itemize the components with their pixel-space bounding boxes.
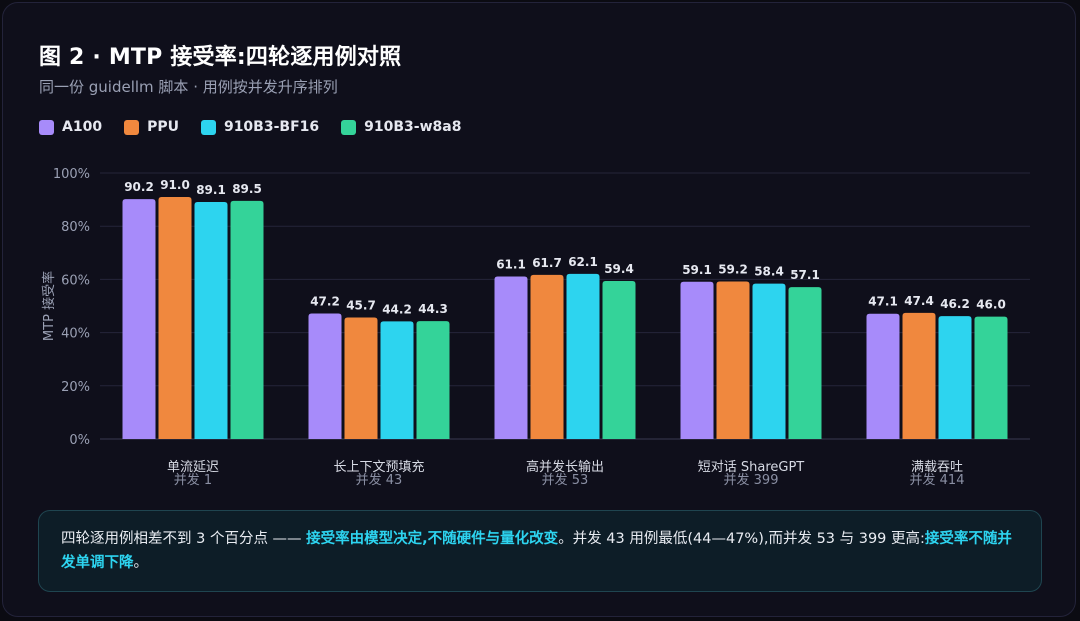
data-label: 89.1 xyxy=(196,183,226,197)
legend-swatch xyxy=(200,119,216,135)
x-category-label: 长上下文预填充 xyxy=(333,459,424,475)
bar-ppu xyxy=(716,281,750,439)
note-text: 四轮逐用例相差不到 3 个百分点 —— xyxy=(61,531,307,547)
chart-subtitle: 同一份 guidellm 脚本 · 用例按并发升序排列 xyxy=(39,78,338,96)
bar-ppu xyxy=(344,317,378,439)
x-category-label: 高并发长输出 xyxy=(526,459,604,475)
bar-910b3-w8a8 xyxy=(602,280,636,439)
data-label: 59.4 xyxy=(604,262,634,276)
data-label: 47.2 xyxy=(310,294,340,308)
data-label: 57.1 xyxy=(790,268,820,282)
bar-a100 xyxy=(680,281,714,439)
bar-910b3-w8a8 xyxy=(788,287,822,439)
y-tick-label: 40% xyxy=(61,327,90,342)
data-label: 59.1 xyxy=(682,263,712,277)
y-tick-label: 60% xyxy=(61,273,90,288)
bar-a100 xyxy=(494,276,528,439)
bar-910b3-bf16 xyxy=(938,316,972,439)
x-category-sublabel: 并发 43 xyxy=(356,472,403,488)
x-category-sublabel: 并发 414 xyxy=(910,472,965,488)
bar-a100 xyxy=(122,199,156,439)
x-category-label: 短对话 ShareGPT xyxy=(698,460,805,475)
data-label: 45.7 xyxy=(346,298,376,312)
bar-a100 xyxy=(308,313,342,439)
legend-item-910b3-bf16: 910B3-BF16 xyxy=(200,119,320,135)
data-label: 44.3 xyxy=(418,302,448,316)
y-axis-label: MTP 接受率 xyxy=(41,271,57,341)
data-label: 58.4 xyxy=(754,265,784,279)
data-label: 59.2 xyxy=(718,263,748,277)
data-label: 47.4 xyxy=(904,294,934,308)
note-highlight: 接受率不随并发单调下降 xyxy=(61,531,1012,571)
legend-item-ppu: PPU xyxy=(124,119,179,135)
note-text: 。 xyxy=(133,555,149,571)
bar-chart: 0% 20% 40% 60% 80% 100% MTP 接受率 90.2 91.0 89.1 89.… xyxy=(41,167,1030,488)
data-label: 47.1 xyxy=(868,295,898,309)
y-tick-label: 100% xyxy=(53,167,90,182)
bar-910b3-w8a8 xyxy=(230,200,264,439)
data-label: 46.0 xyxy=(976,298,1006,312)
legend-label: PPU xyxy=(147,119,179,135)
data-label: 62.1 xyxy=(568,255,598,269)
legend-label: 910B3-BF16 xyxy=(223,119,320,135)
bar-ppu xyxy=(530,274,564,439)
bar-910b3-bf16 xyxy=(566,273,600,439)
bar-910b3-bf16 xyxy=(752,283,786,439)
x-category-label: 满载吞吐 xyxy=(911,460,963,475)
x-category-sublabel: 并发 53 xyxy=(542,472,589,488)
bar-ppu xyxy=(158,196,192,439)
y-tick-label: 80% xyxy=(61,220,90,235)
insight-note: 四轮逐用例相差不到 3 个百分点 —— 接受率由模型决定,不随硬件与量化改变。并… xyxy=(38,510,1042,592)
data-label: 61.7 xyxy=(532,256,562,270)
x-category-sublabel: 并发 1 xyxy=(174,472,212,488)
bar-910b3-w8a8 xyxy=(974,316,1008,439)
legend-swatch xyxy=(124,119,140,135)
bar-a100 xyxy=(866,313,900,439)
legend-item-910b3-w8a8: 910B3-w8a8 xyxy=(341,119,461,135)
legend-swatch xyxy=(341,119,357,135)
data-label: 91.0 xyxy=(160,178,190,192)
x-category-label: 单流延迟 xyxy=(167,460,219,475)
legend-item-a100: A100 xyxy=(39,119,102,135)
note-text: 。并发 43 用例最低(44—47%),而并发 53 与 399 更高: xyxy=(558,531,925,547)
bar-ppu xyxy=(902,312,936,439)
data-label: 61.1 xyxy=(496,257,526,271)
note-highlight: 接受率由模型决定,不随硬件与量化改变 xyxy=(306,531,559,547)
data-label: 90.2 xyxy=(124,180,154,194)
chart-title: 图 2 · MTP 接受率:四轮逐用例对照 xyxy=(39,45,402,70)
bar-910b3-bf16 xyxy=(194,201,228,439)
y-tick-label: 20% xyxy=(61,380,90,395)
x-category-sublabel: 并发 399 xyxy=(724,472,779,488)
bar-910b3-w8a8 xyxy=(416,321,450,439)
data-label: 89.5 xyxy=(232,182,262,196)
legend-label: 910B3-w8a8 xyxy=(364,119,462,135)
data-label: 46.2 xyxy=(940,297,970,311)
legend: A100 PPU 910B3-BF16 910B3-w8a8 xyxy=(39,119,461,135)
legend-swatch xyxy=(39,119,54,135)
y-tick-label: 0% xyxy=(69,433,90,448)
data-label: 44.2 xyxy=(382,302,412,316)
bar-910b3-bf16 xyxy=(380,321,414,439)
legend-label: A100 xyxy=(62,119,103,135)
